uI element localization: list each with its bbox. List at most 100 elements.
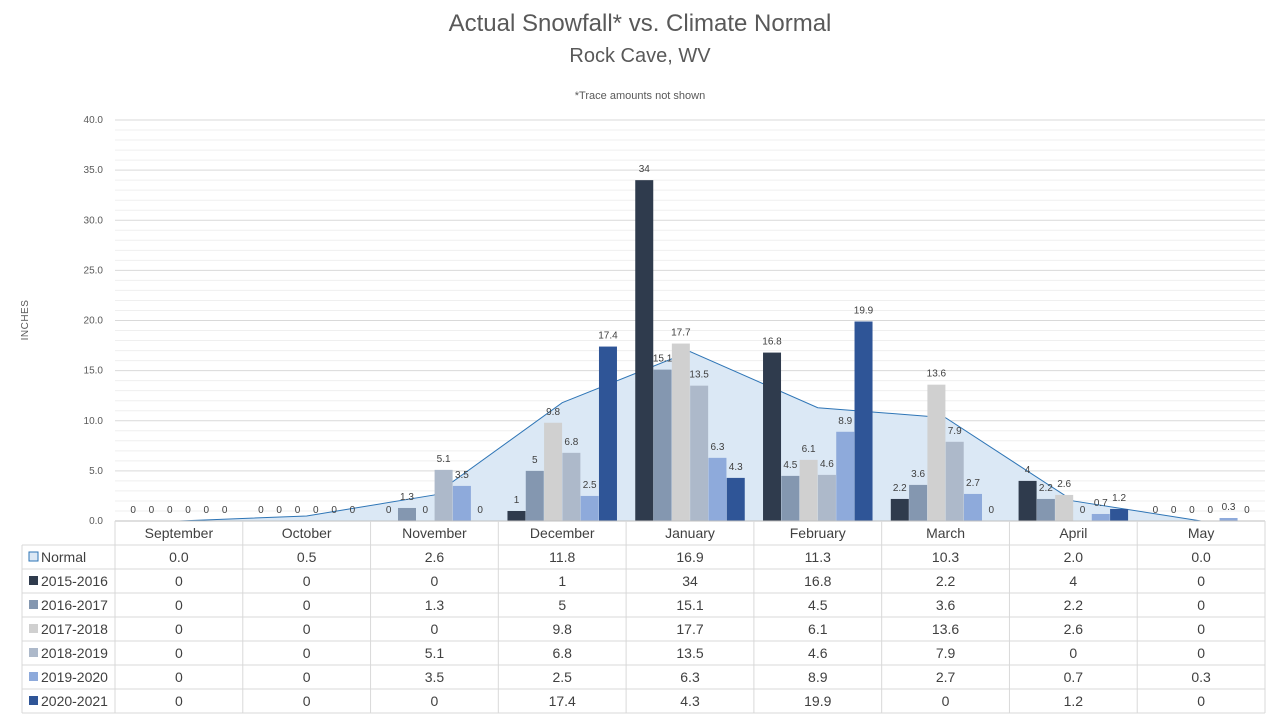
data-label: 0: [167, 505, 173, 516]
x-category-label: May: [1188, 525, 1214, 541]
table-cell: 0: [431, 693, 439, 709]
bar-2016-2017-February: [781, 475, 800, 521]
data-label: 4.3: [729, 462, 743, 473]
bar-2018-2019-March: [945, 441, 964, 521]
data-label: 0: [1244, 505, 1250, 516]
table-cell: 11.8: [549, 549, 575, 565]
data-label: 34: [639, 164, 651, 175]
table-cell: 0: [1069, 645, 1077, 661]
data-label: 0: [477, 505, 483, 516]
table-cell: 0.0: [169, 549, 189, 565]
data-label: 0: [149, 505, 155, 516]
data-label: 16.8: [762, 337, 782, 348]
data-label: 3.5: [455, 470, 469, 481]
data-label: 0.3: [1222, 502, 1236, 513]
data-label: 0: [295, 505, 301, 516]
data-label: 2.2: [893, 483, 907, 494]
table-cell: 2.6: [1064, 621, 1084, 637]
data-label: 3.6: [911, 469, 925, 480]
bar-2020-2021-February: [854, 321, 873, 521]
table-cell: 1: [558, 573, 566, 589]
legend-key: [29, 696, 38, 705]
table-cell: 2.6: [425, 549, 445, 565]
table-cell: 3.5: [425, 669, 445, 685]
data-label: 1.2: [1112, 493, 1126, 504]
bar-2017-2018-March: [927, 384, 946, 521]
table-cell: 2.7: [936, 669, 956, 685]
bar-2020-2021-December: [598, 346, 617, 521]
table-cell: 2.5: [552, 669, 572, 685]
table-cell: 13.5: [676, 645, 703, 661]
x-category-label: April: [1059, 525, 1087, 541]
table-cell: 2.2: [1064, 597, 1084, 613]
table-cell: 0: [1197, 573, 1205, 589]
data-label: 0: [185, 505, 191, 516]
table-cell: 5.1: [425, 645, 445, 661]
bar-2020-2021-January: [726, 477, 745, 521]
bar-2015-2016-March: [890, 498, 909, 521]
y-tick-label: 35.0: [84, 165, 104, 176]
normal-line: [178, 351, 1202, 522]
table-cell: 16.8: [804, 573, 831, 589]
y-tick-label: 30.0: [84, 215, 104, 226]
table-cell: 0: [303, 645, 311, 661]
bar-2017-2018-February: [799, 459, 818, 521]
data-label: 1.3: [400, 492, 414, 503]
legend-entry: 2020-2021: [41, 693, 108, 709]
bar-2019-2020-May: [1219, 517, 1238, 521]
table-cell: 4: [1069, 573, 1077, 589]
data-label: 5: [532, 455, 538, 466]
bar-2015-2016-December: [507, 510, 526, 521]
table-cell: 34: [682, 573, 698, 589]
y-tick-label: 0.0: [89, 516, 103, 527]
legend-entry: 2016-2017: [41, 597, 108, 613]
bar-2018-2019-December: [562, 452, 581, 521]
y-tick-label: 20.0: [84, 316, 104, 327]
table-cell: 0: [303, 669, 311, 685]
table-cell: 0: [1197, 693, 1205, 709]
data-label: 0: [276, 505, 282, 516]
bar-2019-2020-December: [580, 495, 599, 521]
table-cell: 19.9: [804, 693, 831, 709]
table-cell: 17.4: [549, 693, 576, 709]
data-label: 6.3: [710, 442, 724, 453]
data-label: 0: [1153, 505, 1159, 516]
bar-2019-2020-February: [836, 431, 855, 521]
table-cell: 4.3: [680, 693, 700, 709]
data-label: 2.5: [583, 480, 597, 491]
data-label: 9.8: [546, 407, 560, 418]
table-cell: 7.9: [936, 645, 956, 661]
data-label: 2.2: [1039, 483, 1053, 494]
table-cell: 3.6: [936, 597, 956, 613]
data-label: 2.7: [966, 478, 980, 489]
data-label: 0: [130, 505, 136, 516]
y-tick-label: 25.0: [84, 265, 104, 276]
legend-key: [29, 672, 38, 681]
data-label: 5.1: [437, 454, 451, 465]
data-label: 13.5: [689, 370, 709, 381]
table-cell: 1.2: [1064, 693, 1084, 709]
table-cell: 0: [1197, 645, 1205, 661]
x-category-label: September: [145, 525, 214, 541]
legend-entry: 2015-2016: [41, 573, 108, 589]
data-label: 0: [386, 505, 392, 516]
table-cell: 0: [175, 693, 183, 709]
data-label: 0: [222, 505, 228, 516]
y-tick-label: 10.0: [84, 416, 104, 427]
x-category-label: February: [790, 525, 846, 541]
bar-2015-2016-April: [1018, 480, 1037, 521]
chart-note: *Trace amounts not shown: [574, 90, 706, 102]
legend-key: [29, 600, 38, 609]
table-cell: 13.6: [932, 621, 959, 637]
legend-key: [28, 551, 39, 562]
chart-subtitle: Rock Cave, WV: [569, 45, 711, 67]
data-label: 4: [1025, 465, 1031, 476]
bar-2016-2017-January: [653, 369, 672, 521]
x-category-label: November: [402, 525, 467, 541]
legend-entry: 2019-2020: [41, 669, 108, 685]
table-cell: 0: [431, 621, 439, 637]
table-cell: 0: [175, 573, 183, 589]
chart-title: Actual Snowfall* vs. Climate Normal: [448, 10, 832, 37]
data-label: 0: [1207, 505, 1213, 516]
bar-2017-2018-December: [544, 422, 563, 521]
